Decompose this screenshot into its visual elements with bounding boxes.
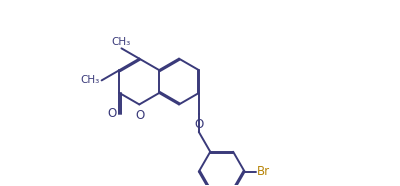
Text: O: O: [194, 118, 204, 131]
Text: O: O: [136, 109, 145, 122]
Text: CH₃: CH₃: [112, 36, 131, 46]
Text: CH₃: CH₃: [80, 75, 100, 85]
Text: Br: Br: [257, 165, 270, 178]
Text: O: O: [108, 107, 117, 120]
